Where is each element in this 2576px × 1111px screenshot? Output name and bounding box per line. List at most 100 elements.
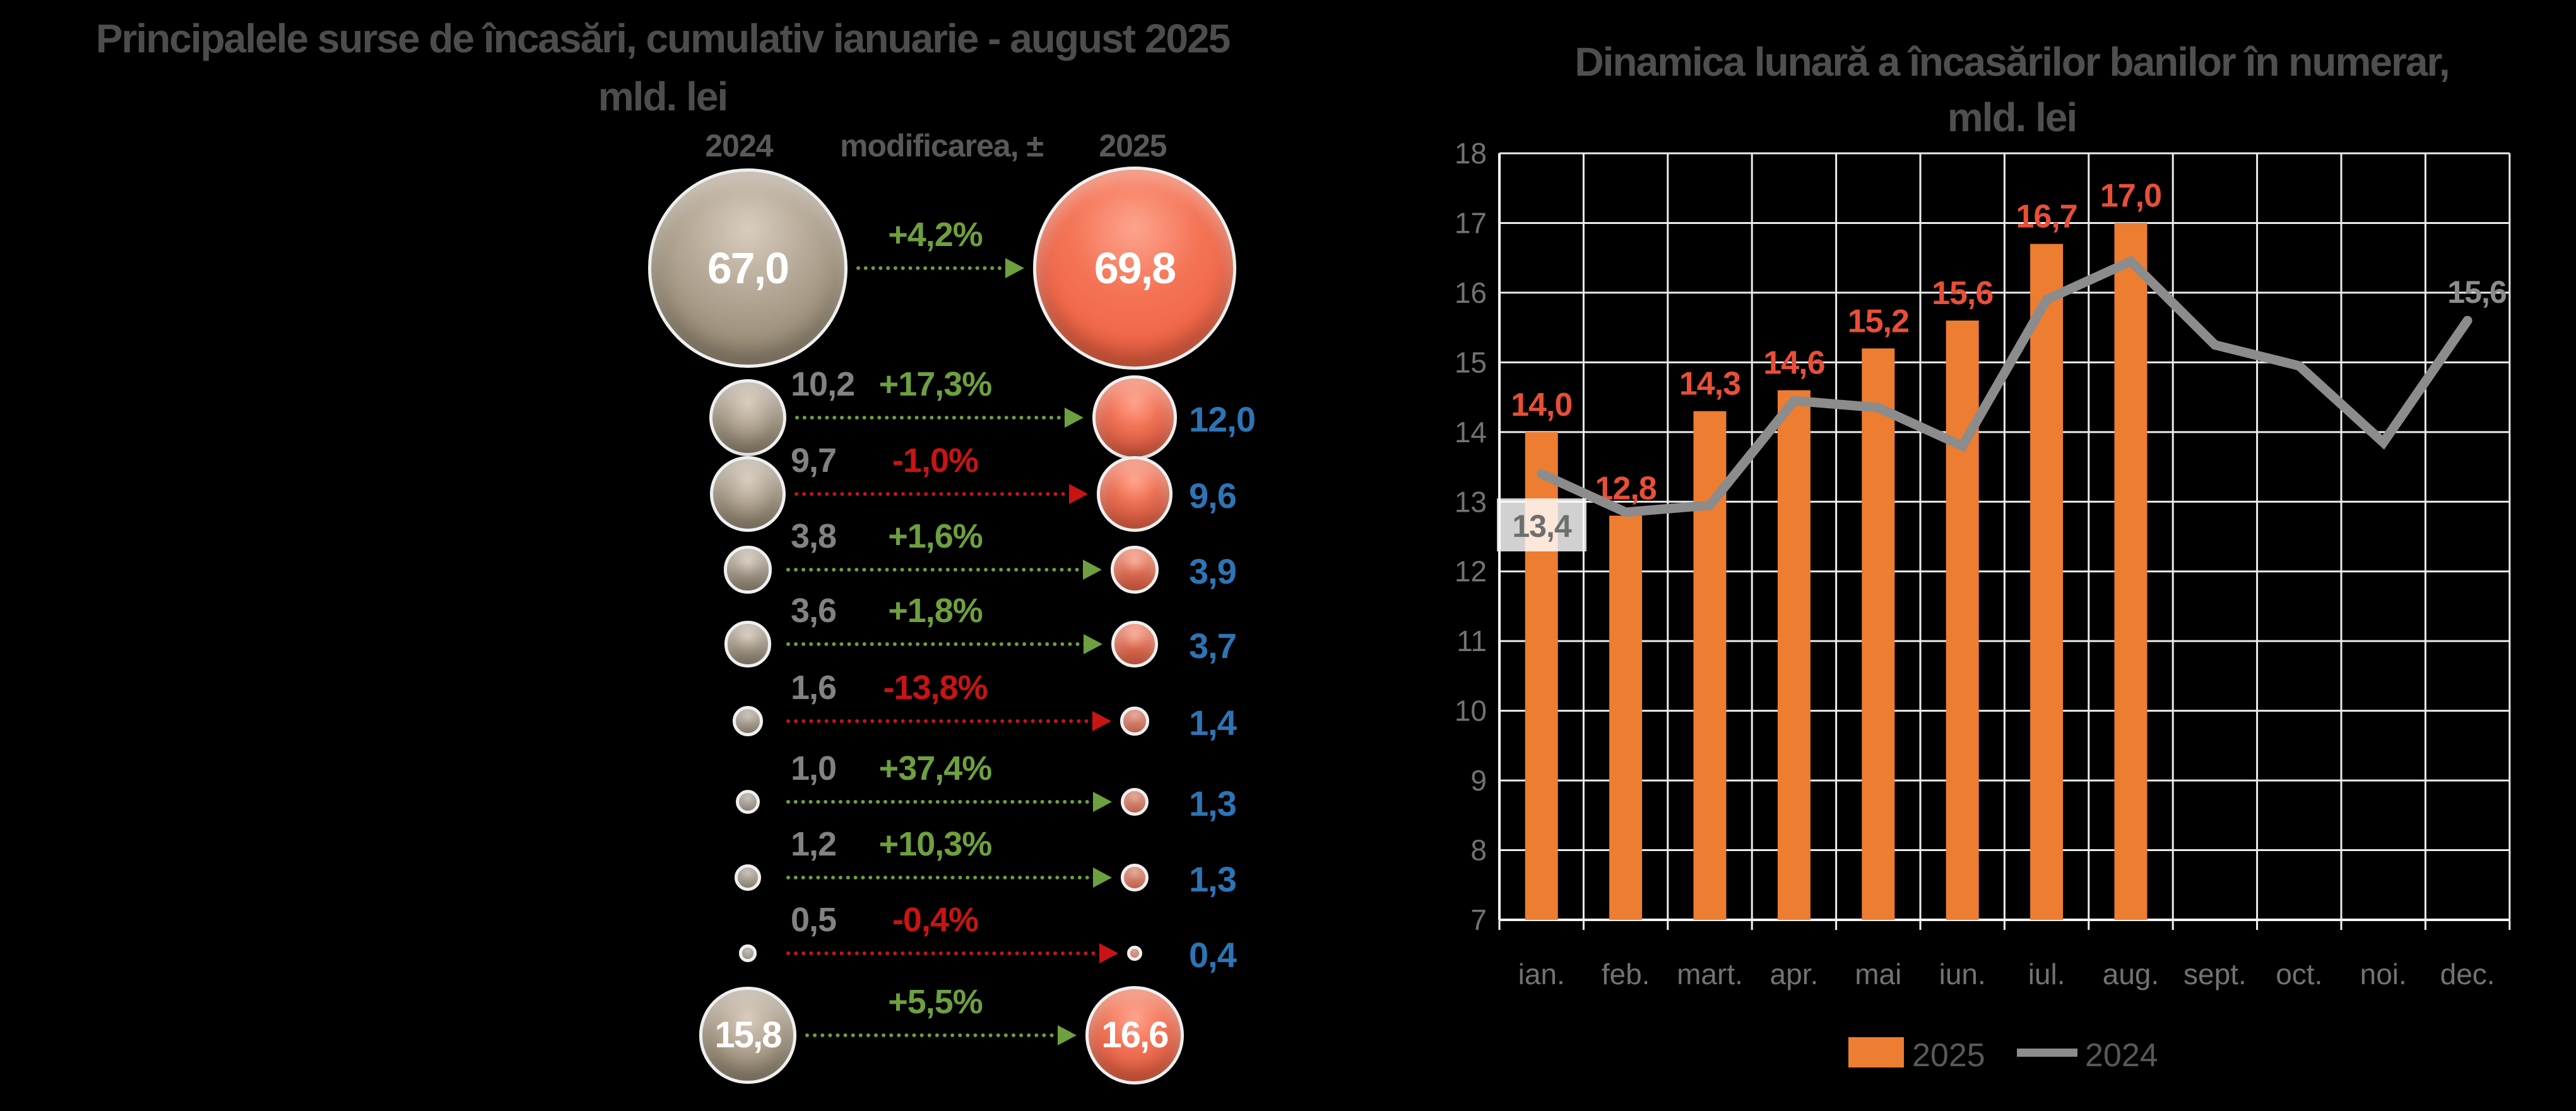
trend-arrow-line [786, 876, 1097, 879]
x-tick-label: apr. [1770, 958, 1819, 990]
bubble-2025-row9 [1126, 945, 1143, 961]
bar-label: 15,6 [1932, 275, 1993, 312]
bubble-2025-row3 [1097, 456, 1173, 532]
value-2024: 3,8 [791, 517, 837, 555]
change-percent: +17,3% [878, 365, 993, 403]
trend-arrow-line [786, 568, 1087, 572]
bar-label: 14,6 [1763, 345, 1824, 382]
x-tick-label: iul. [2028, 958, 2065, 990]
value-2025: 3,9 [1189, 551, 1237, 591]
trend-arrow-head [1069, 484, 1089, 504]
x-tick-label: feb. [1602, 958, 1650, 990]
bar-label: 16,7 [2016, 199, 2077, 235]
value-2024: 0,5 [791, 901, 837, 939]
trend-arrow-head [1093, 792, 1113, 812]
value-2025: 9,6 [1189, 476, 1237, 515]
change-percent: -1,0% [892, 442, 979, 479]
x-tick-label: mart. [1677, 958, 1743, 990]
bubble-2025-row1: 69,8 [1033, 167, 1236, 370]
x-tick-label: noi. [2360, 958, 2407, 990]
column-header-2024: 2024 [705, 128, 773, 163]
trend-arrow-line [786, 800, 1097, 804]
trend-arrow-line [856, 266, 1010, 270]
change-percent: +37,4% [878, 749, 993, 787]
trend-arrow-line [795, 416, 1069, 420]
y-tick-label: 11 [1456, 625, 1487, 657]
bar-2025-feb. [1609, 515, 1643, 920]
legend-label-2024: 2024 [2085, 1037, 2158, 1074]
bar-2025-iul. [2030, 244, 2064, 920]
y-tick-label: 9 [1470, 764, 1487, 797]
bubble-2024-row8 [734, 864, 762, 891]
value-2025: 1,3 [1189, 784, 1237, 823]
bubble-2024-row6 [732, 705, 764, 737]
y-tick-label: 7 [1470, 903, 1487, 936]
change-percent: +1,8% [888, 592, 983, 630]
trend-arrow-head [1057, 1025, 1077, 1045]
x-tick-label: ian. [1518, 958, 1565, 990]
point-label-box [1497, 498, 1586, 551]
y-tick-label: 13 [1455, 485, 1487, 518]
bubble-2024-row10: 15,8 [699, 987, 796, 1084]
bar-2025-mai [1862, 348, 1895, 920]
trend-arrow-line [805, 1033, 1061, 1037]
value-2025: 0,4 [1189, 935, 1237, 975]
trend-arrow-head [1099, 943, 1118, 963]
bubble-2024-row4 [724, 546, 772, 594]
value-2025: 1,4 [1189, 703, 1237, 743]
column-header-change: modificarea, ± [840, 128, 1044, 163]
y-tick-label: 14 [1455, 416, 1487, 449]
change-percent: +4,2% [888, 216, 983, 254]
trend-arrow-line [786, 642, 1087, 646]
bubble-2025-row8 [1121, 864, 1149, 891]
plot-area: 7 8 9 10 11 12 13 14 15 16 17 18 ian. feb. mart. apr. ma… [1455, 137, 2511, 990]
y-tick-label: 15 [1455, 346, 1487, 379]
value-2025: 1,3 [1189, 859, 1237, 899]
value-2024: 15,8 [714, 1014, 783, 1056]
x-tick-label: iun. [1939, 958, 1986, 990]
y-tick-label: 8 [1470, 834, 1487, 867]
y-tick-label: 18 [1455, 137, 1487, 170]
line-first-point-label: 13,4 [1512, 508, 1572, 544]
bubble-2025-row2 [1092, 375, 1177, 460]
value-2024: 10,2 [791, 365, 855, 403]
y-tick-label: 16 [1455, 276, 1487, 309]
trend-arrow-line [794, 492, 1073, 496]
bar-label: 14,0 [1511, 387, 1572, 423]
y-tick-label: 10 [1455, 695, 1487, 727]
change-percent: -13,8% [883, 669, 988, 707]
bar-label: 15,2 [1848, 303, 1909, 339]
chart-legend: 2025 2024 [1848, 1037, 2158, 1074]
value-2025: 12,0 [1189, 399, 1256, 439]
bar-2025-aug. [2114, 223, 2148, 920]
revenue-sources-bubble-chart: Principalele surse de încasări, cumulati… [95, 16, 1256, 1085]
value-2025: 69,8 [1094, 243, 1176, 293]
bubble-2025-row10: 16,6 [1085, 985, 1185, 1085]
right-chart-subtitle: mld. lei [1947, 95, 2077, 140]
value-2024: 1,2 [791, 825, 837, 863]
bubble-2025-row4 [1110, 545, 1159, 594]
trend-arrow-line [786, 719, 1097, 723]
trend-arrow-head [1092, 711, 1112, 731]
bar-2025-iun. [1946, 320, 1979, 920]
value-2025: 16,6 [1101, 1014, 1169, 1056]
legend-swatch-2024 [2017, 1049, 2077, 1057]
bar-2025-apr. [1777, 390, 1811, 920]
trend-arrow-head [1083, 634, 1102, 654]
trend-arrow-head [1093, 867, 1113, 888]
left-chart-title: Principalele surse de încasări, cumulati… [95, 16, 1231, 61]
change-percent: +10,3% [878, 825, 993, 863]
right-chart-title: Dinamica lunară a încasărilor banilor în… [1575, 39, 2449, 85]
monthly-cash-dynamics-chart: Dinamica lunară a încasărilor banilor în… [1455, 39, 2511, 1074]
x-tick-label: dec. [2440, 958, 2495, 990]
x-tick-label: oct. [2276, 958, 2322, 990]
line-2024 [1537, 256, 2473, 517]
legend-swatch-2025 [1848, 1037, 1904, 1067]
bubble-2024-row5 [724, 621, 771, 667]
y-tick-label: 12 [1455, 555, 1487, 588]
value-2024: 9,7 [791, 442, 837, 479]
bubble-2024-row1: 67,0 [648, 168, 848, 368]
column-header-2025: 2025 [1099, 128, 1167, 163]
line-last-point-label: 15,6 [2447, 274, 2506, 310]
bubble-2025-row7 [1121, 788, 1149, 816]
